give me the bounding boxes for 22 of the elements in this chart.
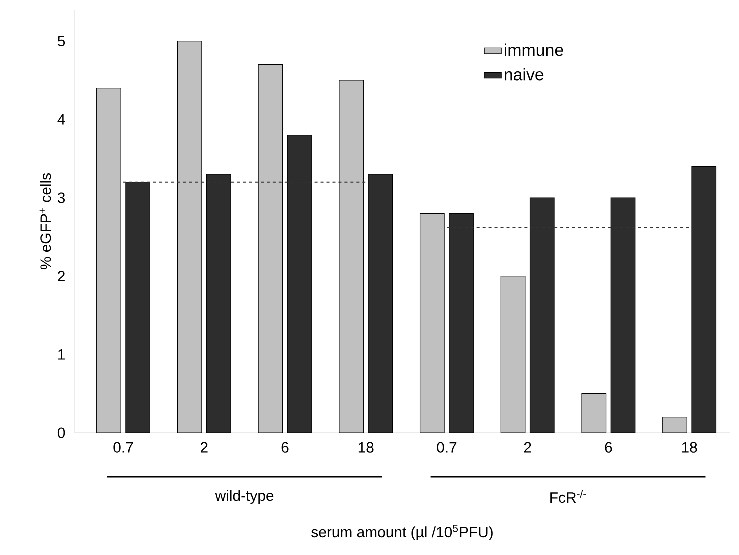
legend-label: naive (505, 68, 544, 81)
y-tick-label: 1 (58, 350, 65, 360)
y-axis-title: % eGFP$^{+}$ cells (40, 173, 52, 270)
x-tick-label: 2 (200, 442, 208, 453)
y-tick-label: 2 (58, 271, 65, 282)
bar (368, 174, 394, 434)
x-tick-label: 6 (282, 442, 289, 453)
text: FcR$^{-/-}$ (550, 490, 586, 504)
x-tick-label: 18 (682, 442, 698, 453)
x-tick-label: 0.7 (437, 442, 457, 453)
text: wild-type (215, 490, 274, 504)
bar (692, 166, 717, 434)
x-tick-label: 18 (358, 442, 374, 453)
x-axis-title: serum amount (µl /10$^{5}$PFU) (312, 525, 493, 541)
y-tick-label: 4 (58, 114, 66, 125)
y-tick-label: 3 (58, 192, 66, 204)
x-tick-label: 0.7 (114, 442, 134, 453)
x-tick-label: 2 (524, 442, 532, 453)
y-tick-label: 5 (58, 36, 66, 47)
legend-label: immune (505, 44, 564, 56)
x-tick-label: 6 (605, 442, 612, 453)
y-tick-label: 0 (58, 428, 66, 438)
